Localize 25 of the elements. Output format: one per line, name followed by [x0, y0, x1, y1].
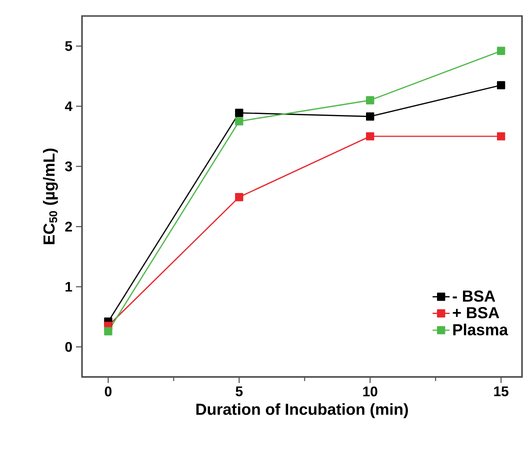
- legend-label: Plasma: [453, 324, 508, 336]
- y-tick-label: 2: [65, 222, 72, 232]
- point: [235, 108, 244, 117]
- point: [496, 132, 506, 140]
- point: [366, 112, 374, 121]
- y-tick-label: 4: [64, 101, 72, 112]
- point: [235, 117, 244, 126]
- y-tick-label: 1: [66, 282, 72, 292]
- x-axis-title: Duration of Incubation (min): [196, 403, 408, 418]
- x-tick-label: 5: [236, 386, 243, 396]
- point: [496, 46, 506, 55]
- y-axis-title: EC$_{50}$ (µg/mL): [42, 148, 58, 244]
- point: [104, 327, 112, 336]
- x-tick-label: 15: [494, 386, 508, 396]
- point: [496, 81, 506, 90]
- x-tick-label: 0: [104, 386, 112, 396]
- x-tick-label: 10: [363, 386, 378, 396]
- y-tick-label: 0: [65, 342, 72, 352]
- y-tick-label: 3: [65, 161, 72, 172]
- point: [235, 192, 244, 202]
- legend-label: - BSA: [452, 290, 496, 302]
- y-tick-label: 5: [65, 41, 72, 51]
- point: [366, 96, 374, 104]
- legend-label: + BSA: [452, 307, 500, 318]
- point: [366, 132, 374, 140]
